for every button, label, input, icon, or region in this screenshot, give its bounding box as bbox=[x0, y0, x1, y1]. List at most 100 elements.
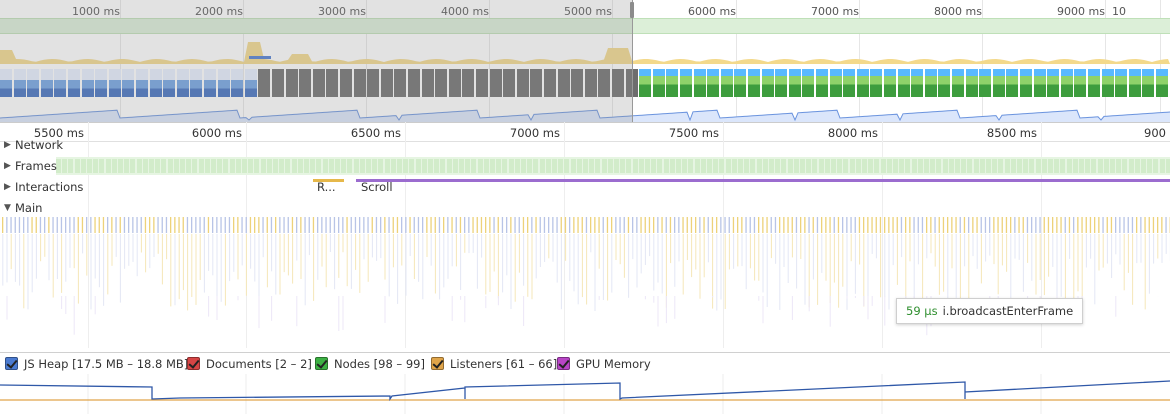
frame-block bbox=[868, 159, 874, 173]
counter-gpu-memory[interactable]: GPU Memory bbox=[557, 356, 651, 372]
frame-block bbox=[341, 159, 347, 173]
task-slice bbox=[212, 234, 214, 276]
task-slice bbox=[1136, 217, 1138, 233]
task-slice bbox=[413, 217, 415, 233]
triangle-right-icon: ▶ bbox=[4, 182, 11, 192]
task-slice bbox=[258, 296, 260, 329]
screenshot-thumbnail bbox=[1020, 69, 1032, 97]
task-slice bbox=[128, 234, 130, 266]
screenshot-thumbnail bbox=[462, 69, 475, 97]
track-network[interactable]: ▶ Network bbox=[0, 136, 1170, 156]
task-slice bbox=[842, 217, 844, 233]
main-thread-flamechart[interactable] bbox=[0, 216, 1170, 348]
task-slice bbox=[501, 217, 504, 233]
frame-block bbox=[576, 159, 582, 173]
checkbox-checked-icon[interactable] bbox=[315, 357, 328, 370]
task-slice bbox=[737, 234, 739, 267]
task-slice bbox=[342, 296, 344, 330]
track-main[interactable]: ▼ Main bbox=[0, 199, 1170, 219]
task-slice bbox=[1001, 217, 1003, 233]
frame-block bbox=[297, 159, 303, 173]
ruler-gridline bbox=[564, 122, 565, 348]
cpu-marker bbox=[249, 56, 271, 59]
frame-block bbox=[366, 159, 371, 173]
screenshot-thumbnail bbox=[163, 69, 176, 97]
task-slice bbox=[842, 234, 844, 287]
counter-listeners[interactable]: Listeners [61 – 66] bbox=[431, 356, 557, 372]
task-slice bbox=[938, 217, 940, 233]
counter-nodes[interactable]: Nodes [98 – 99] bbox=[315, 356, 425, 372]
task-slice bbox=[581, 234, 583, 298]
frame-block bbox=[316, 159, 322, 173]
frame-block bbox=[657, 159, 663, 173]
frame-block bbox=[99, 159, 105, 173]
frames-track-bar[interactable] bbox=[56, 157, 1170, 175]
task-slice bbox=[611, 234, 613, 293]
checkbox-checked-icon[interactable] bbox=[5, 357, 18, 370]
checkbox-checked-icon[interactable] bbox=[431, 357, 444, 370]
task-slice bbox=[300, 217, 302, 233]
task-slice bbox=[1043, 217, 1045, 233]
task-slice bbox=[333, 217, 336, 233]
frame-block bbox=[552, 159, 557, 173]
task-slice bbox=[216, 217, 218, 233]
task-slice bbox=[422, 217, 424, 233]
task-slice bbox=[283, 217, 285, 233]
task-slice bbox=[917, 234, 919, 265]
task-slice bbox=[636, 217, 638, 233]
task-slice bbox=[1115, 296, 1117, 317]
checkbox-checked-icon[interactable] bbox=[557, 357, 570, 370]
counter-documents[interactable]: Documents [2 – 2] bbox=[187, 356, 312, 372]
task-slice bbox=[644, 296, 646, 300]
task-slice bbox=[602, 234, 604, 300]
task-slice bbox=[317, 234, 319, 280]
frame-block bbox=[1048, 159, 1053, 173]
frame-block bbox=[384, 159, 390, 173]
frame-block bbox=[397, 159, 402, 173]
task-slice bbox=[254, 234, 256, 282]
frame-block bbox=[1029, 159, 1035, 173]
task-slice bbox=[258, 217, 260, 233]
task-slice bbox=[23, 234, 25, 309]
ruler-time-label: 7000 ms bbox=[509, 126, 560, 140]
task-slice bbox=[308, 234, 310, 256]
task-slice bbox=[367, 234, 369, 282]
screenshot-thumbnail bbox=[952, 69, 964, 97]
frame-block bbox=[564, 159, 570, 173]
task-slice bbox=[905, 217, 907, 233]
cpu-area bbox=[0, 42, 1170, 64]
task-slice bbox=[598, 234, 600, 269]
response-interaction-bar[interactable] bbox=[313, 179, 344, 182]
frame-block bbox=[1010, 159, 1016, 173]
task-slice bbox=[850, 234, 852, 262]
screenshot-thumbnail bbox=[639, 69, 652, 97]
task-slice bbox=[690, 217, 693, 233]
task-slice bbox=[859, 234, 861, 265]
task-slice bbox=[371, 234, 373, 258]
scroll-interaction-bar[interactable] bbox=[356, 179, 1170, 182]
overview-selection-handle[interactable] bbox=[630, 2, 634, 18]
checkbox-checked-icon[interactable] bbox=[187, 357, 200, 370]
track-frames[interactable]: ▶ Frames bbox=[0, 157, 1170, 177]
timeline-overview[interactable]: 1000 ms 2000 ms 3000 ms 4000 ms 5000 ms 6000 … bbox=[0, 0, 1170, 122]
task-slice bbox=[531, 217, 533, 233]
frame-block bbox=[372, 159, 378, 173]
frame-block bbox=[756, 159, 762, 173]
task-slice bbox=[758, 217, 760, 233]
task-slice bbox=[544, 234, 546, 262]
frame-block bbox=[68, 159, 74, 173]
overview-time-label: 6000 ms bbox=[688, 5, 736, 18]
task-slice bbox=[1069, 234, 1071, 259]
track-interactions[interactable]: ▶ Interactions bbox=[0, 178, 1170, 198]
task-slice bbox=[451, 234, 453, 267]
task-slice bbox=[733, 234, 735, 269]
track-network-label: Network bbox=[15, 138, 64, 152]
frame-block bbox=[899, 159, 905, 173]
frame-block bbox=[471, 159, 477, 173]
task-slice bbox=[6, 217, 8, 233]
task-slice bbox=[972, 217, 974, 233]
task-slice bbox=[199, 234, 201, 280]
task-slice bbox=[1018, 234, 1020, 260]
counter-js-heap[interactable]: JS Heap [17.5 MB – 18.8 MB] bbox=[5, 356, 188, 372]
screenshot-thumbnail bbox=[802, 69, 815, 97]
